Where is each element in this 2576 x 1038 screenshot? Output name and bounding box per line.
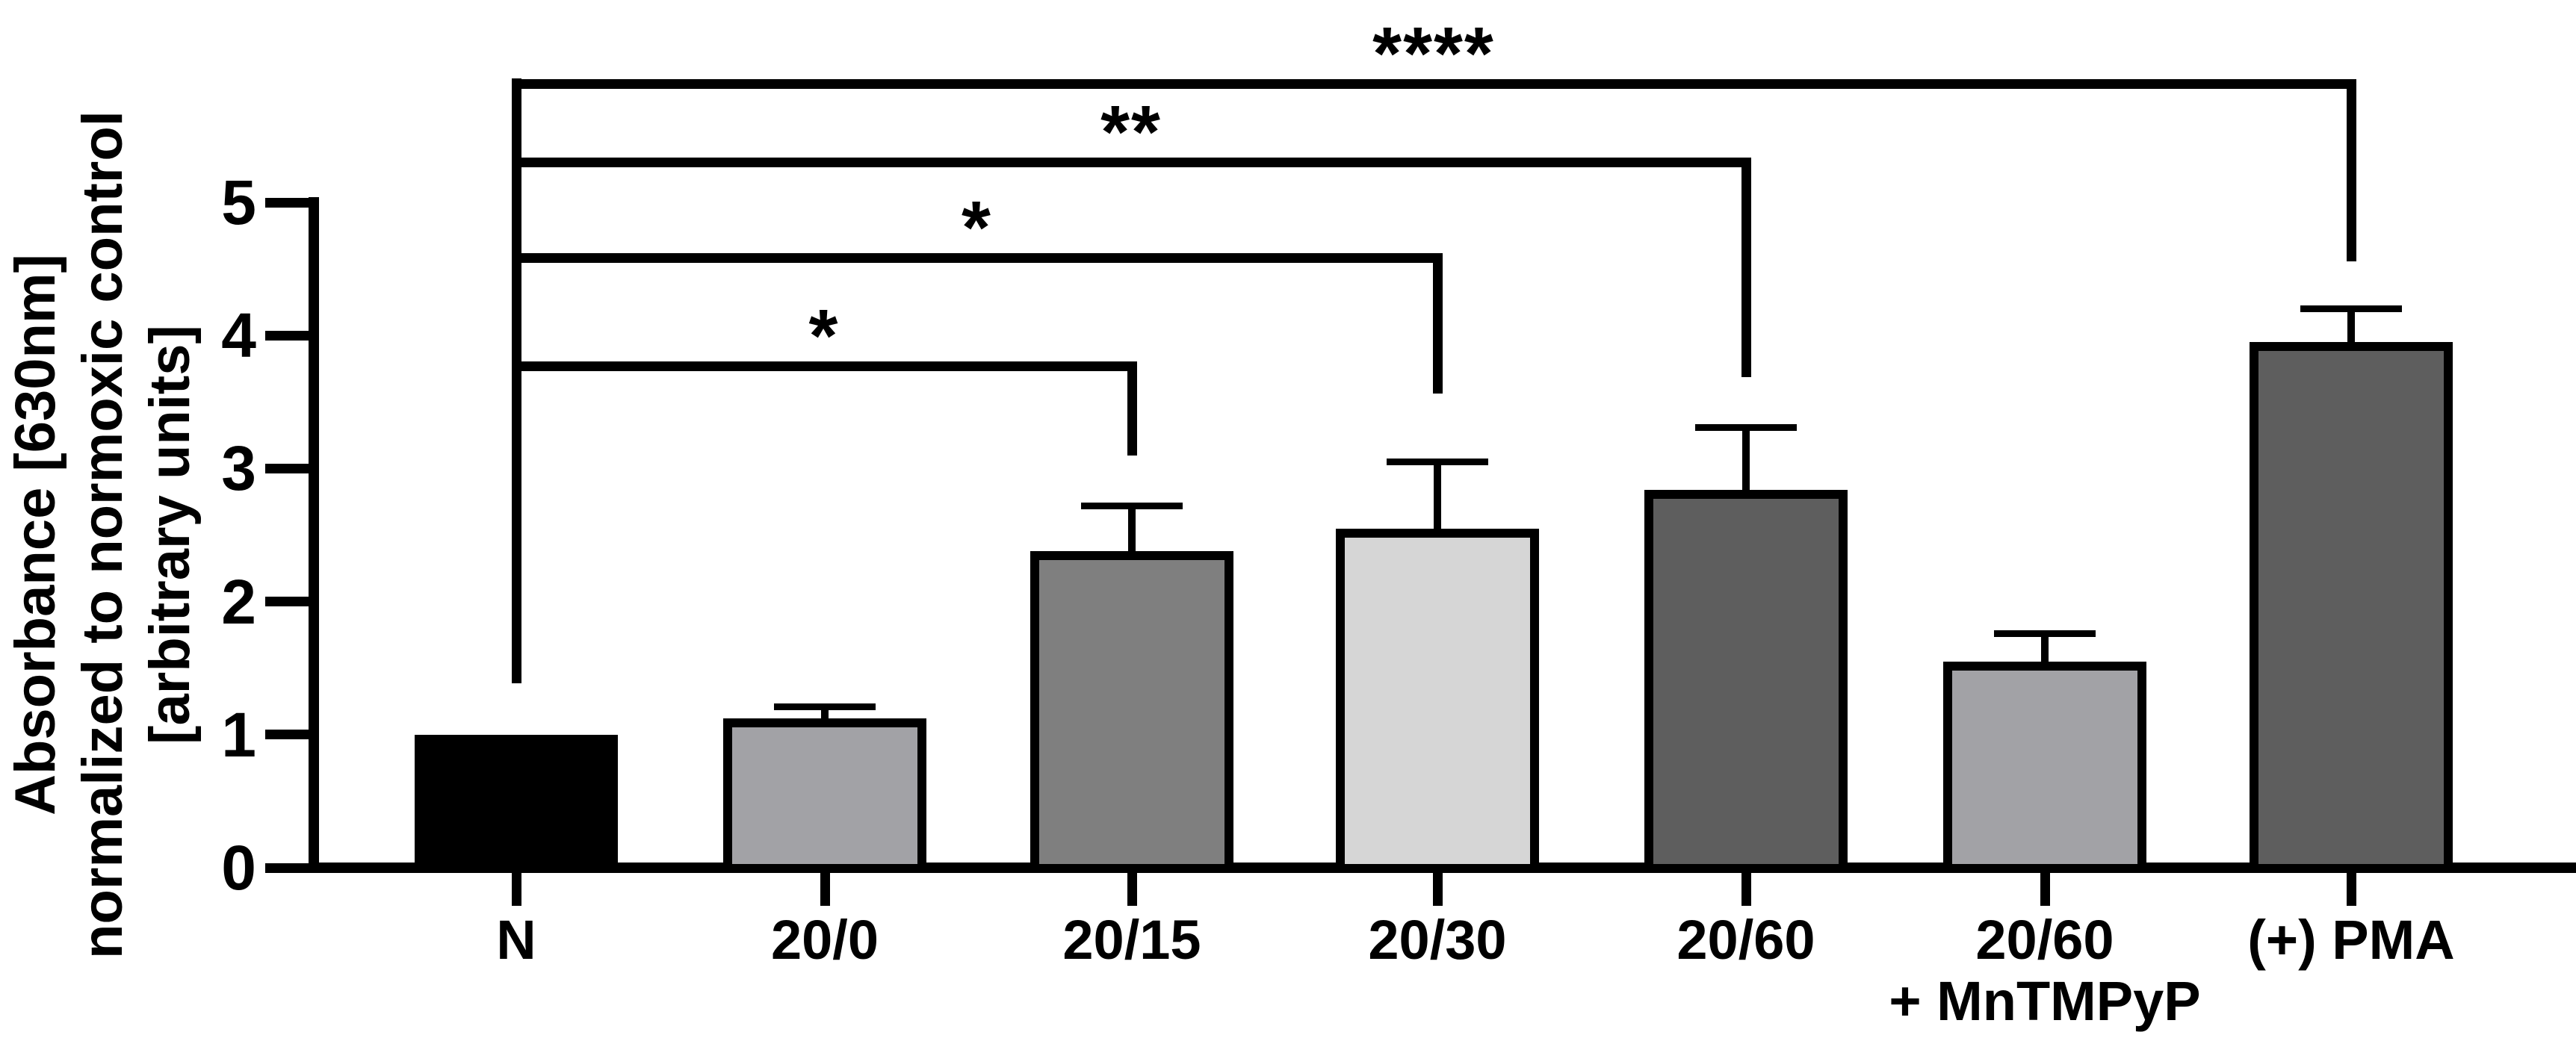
bar-n [415,734,618,873]
sig-bracket-drop-n-vs-20-30 [1432,252,1443,394]
sig-bracket-bar-n-vs-20-15 [511,361,1137,371]
sig-bracket-left-drop [511,78,521,683]
error-bar-stem-20-60 [1742,427,1750,494]
sig-bracket-bar-n-vs-20-60 [511,157,1751,167]
y-tick-1 [265,730,309,740]
bar-20-60-mntmpyp [1943,661,2146,873]
x-tick-20-60 [1741,873,1751,906]
sig-bracket-bar-n-vs-pma [511,78,2356,89]
x-label-n: N [496,909,536,971]
sig-bracket-drop-n-vs-20-60 [1741,157,1751,377]
y-tick-label-3: 3 [221,433,256,504]
sig-bracket-bar-n-vs-20-30 [511,252,1443,263]
sig-bracket-drop-n-vs-pma [2346,78,2356,261]
y-tick-0 [265,863,309,873]
sig-label-n-vs-20-60: ** [1100,90,1162,174]
error-bar-cap-20-15 [1081,502,1183,509]
sig-label-n-vs-20-15: * [808,294,840,378]
x-tick-20-0 [820,873,830,906]
bar-20-60 [1644,489,1848,873]
x-label-20-0: 20/0 [770,909,879,971]
y-tick-3 [265,463,309,473]
bar-20-0 [723,718,926,873]
x-label-20-60-mntmpyp: 20/60 + MnTMPyP [1889,909,2201,1032]
y-axis-line [309,197,319,873]
y-tick-2 [265,597,309,607]
error-bar-cap-20-0 [774,703,876,710]
x-tick-20-30 [1432,873,1443,906]
error-bar-cap-pma [2300,305,2402,313]
y-tick-4 [265,330,309,341]
y-tick-label-1: 1 [221,699,256,770]
x-label-20-30: 20/30 [1368,909,1507,971]
y-tick-5 [265,197,309,208]
y-tick-label-0: 0 [221,833,256,903]
y-tick-label-5: 5 [221,167,256,237]
error-bar-stem-pma [2347,308,2355,347]
x-label-20-15: 20/15 [1062,909,1201,971]
error-bar-cap-20-30 [1387,458,1488,465]
sig-label-n-vs-20-30: * [962,186,992,270]
y-tick-label-2: 2 [221,566,256,637]
bar-pma [2250,342,2453,873]
error-bar-stem-20-60-mntmpyp [2041,633,2049,666]
x-tick-pma [2346,873,2356,906]
sig-label-n-vs-pma: **** [1372,12,1495,96]
x-label-20-60: 20/60 [1676,909,1815,971]
error-bar-cap-20-60-mntmpyp [1994,630,2096,637]
error-bar-cap-20-60 [1695,423,1797,431]
error-bar-stem-20-30 [1434,461,1441,533]
x-tick-n [511,873,521,906]
error-bar-stem-20-0 [821,706,829,724]
x-label-pma: (+) PMA [2247,909,2455,971]
sig-bracket-drop-n-vs-20-15 [1127,361,1137,456]
y-tick-label-4: 4 [221,300,256,371]
x-tick-20-15 [1127,873,1137,906]
bar-20-30 [1336,528,1539,873]
error-bar-stem-20-15 [1128,506,1136,556]
x-tick-20-60-mntmpyp [2040,873,2050,906]
bar-20-15 [1030,550,1233,873]
